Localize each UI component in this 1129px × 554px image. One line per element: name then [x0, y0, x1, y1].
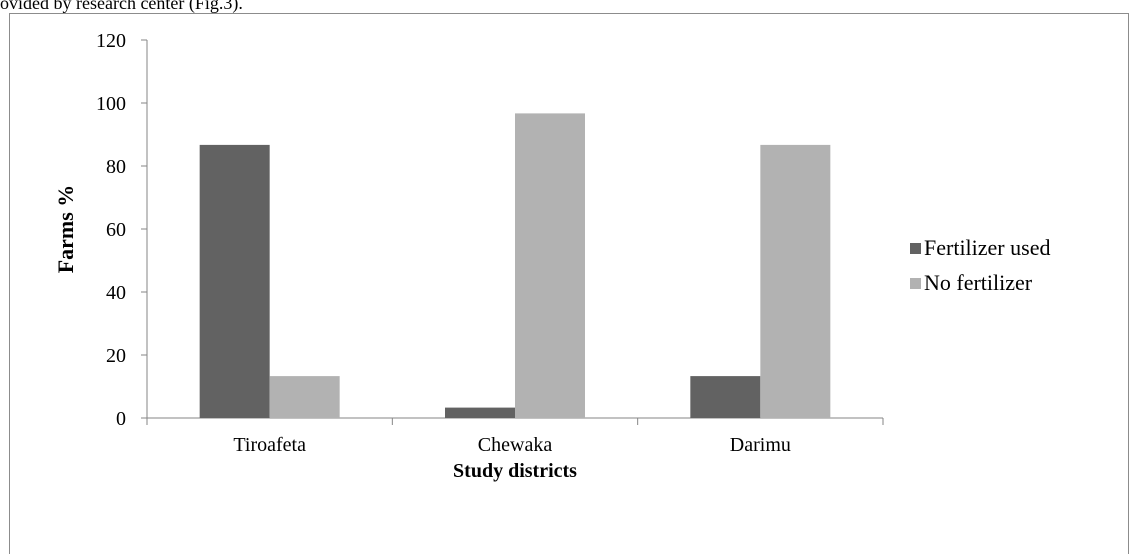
- bar-chart: 0 20 40 60 80 100 120 Tiroafeta Chewaka Darimu Fa…: [53, 30, 1050, 482]
- preceding-text-fragment: ovided by research center (Fig.3).: [0, 0, 243, 13]
- y-tick-label: 20: [106, 345, 126, 367]
- bar-fertilizer-used-chewaka: [445, 407, 515, 418]
- legend-swatch-fertilizer-used: [910, 243, 921, 254]
- y-tick-label: 120: [96, 30, 126, 52]
- y-tick-label: 0: [116, 408, 126, 430]
- x-tick-label: Darimu: [730, 434, 791, 456]
- bar-no-fertilizer-darimu: [760, 144, 831, 418]
- bar-no-fertilizer-tiroafeta: [269, 376, 340, 418]
- y-tick-label: 60: [106, 219, 126, 241]
- y-tick-label: 80: [106, 156, 126, 178]
- legend-label-no-fertilizer: No fertilizer: [924, 270, 1033, 295]
- x-tick-label: Tiroafeta: [233, 434, 306, 456]
- y-tick-label: 40: [106, 282, 126, 304]
- y-axis-title: Farms %: [53, 185, 78, 274]
- labels-group: 0 20 40 60 80 100 120 Tiroafeta Chewaka Darimu: [96, 30, 791, 456]
- x-tick-label: Chewaka: [478, 434, 553, 456]
- bar-fertilizer-used-tiroafeta: [199, 144, 270, 418]
- legend-swatch-no-fertilizer: [910, 278, 921, 289]
- y-tick-label: 100: [96, 93, 126, 115]
- legend-label-fertilizer-used: Fertilizer used: [924, 235, 1050, 260]
- bar-fertilizer-used-darimu: [690, 376, 761, 418]
- bar-no-fertilizer-chewaka: [515, 113, 585, 419]
- legend: Fertilizer used No fertilizer: [910, 235, 1050, 295]
- x-axis-title: Study districts: [453, 460, 577, 482]
- bars-group: [199, 113, 831, 419]
